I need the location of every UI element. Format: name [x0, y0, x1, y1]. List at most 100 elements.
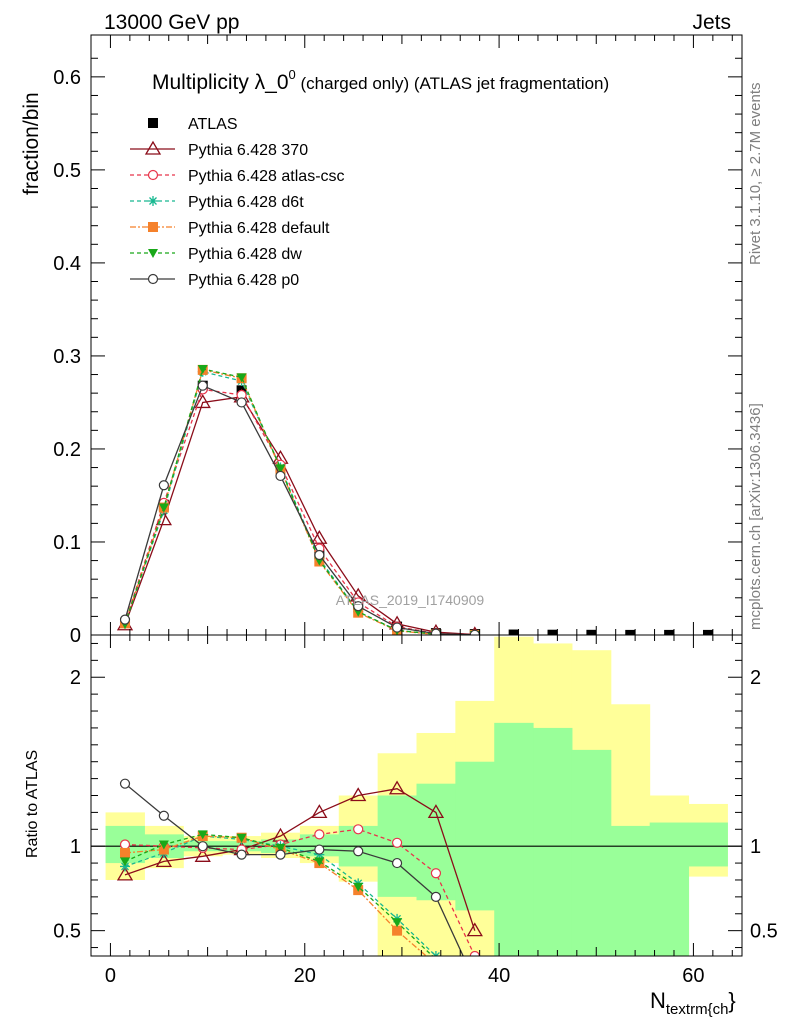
ratio-axes: 0 20 40 60 0.5 0.5 1 1 2 2 — [53, 635, 778, 987]
data-point — [625, 629, 636, 635]
uncertainty-band-inner — [416, 783, 456, 901]
legend-label: Pythia 6.428 370 — [188, 142, 308, 159]
legend-entry-pythia-6-428-dw: Pythia 6.428 dw — [130, 246, 302, 263]
legend-marker — [144, 140, 162, 155]
uncertainty-band-inner — [571, 749, 612, 956]
ratio-line — [124, 788, 476, 931]
ratio-series-pythia-6-428-p0 — [119, 778, 464, 956]
data-point — [236, 397, 247, 408]
ratio-line — [124, 828, 476, 956]
ratio-point — [120, 861, 131, 872]
data-point — [197, 380, 208, 391]
ratio-point — [194, 848, 211, 862]
data-point — [586, 629, 597, 635]
main-y-axis-label: fraction/bin — [20, 92, 43, 195]
legend-marker — [148, 222, 158, 232]
legend-entry-atlas: ATLAS — [148, 116, 238, 133]
main-axes: 0 0.1 0.2 0.3 0.4 0.5 0.6 — [53, 35, 742, 647]
main-panel: 00.10.20.30.40.50.6 ATLAS_2019_I1740909 … — [20, 34, 743, 647]
y-tick-label: 0.1 — [53, 532, 81, 554]
data-point — [430, 628, 442, 635]
data-point — [119, 614, 131, 625]
x-tick-label: 60 — [682, 965, 704, 987]
main-data-marks — [116, 364, 713, 635]
ratio-point — [275, 849, 286, 860]
legend-label: Pythia 6.428 d6t — [188, 194, 304, 211]
data-point — [275, 470, 286, 482]
ratio-point — [120, 847, 131, 858]
ratio-point — [314, 857, 325, 867]
ratio-point — [158, 810, 169, 821]
legend-label: Pythia 6.428 default — [188, 220, 330, 237]
ratio-line — [124, 833, 434, 956]
ratio-point — [119, 839, 131, 850]
y-tick-label: 0 — [70, 625, 81, 647]
data-point — [391, 622, 403, 633]
ratio-point — [391, 837, 403, 848]
legend-marker — [148, 249, 158, 258]
ratio-point — [392, 925, 403, 936]
data-point — [158, 480, 169, 491]
series-line — [124, 369, 475, 635]
ratio-line — [124, 783, 464, 956]
ratio-point — [275, 843, 286, 853]
ratio-point — [197, 841, 208, 852]
ratio-point — [314, 829, 325, 840]
ratio-point — [392, 918, 403, 928]
y-tick-label: 0.3 — [53, 346, 81, 368]
ratio-y-tick-label-right: 1 — [750, 836, 761, 858]
legend-entry-pythia-6-428-atlas-csc: Pythia 6.428 atlas-csc — [130, 168, 345, 185]
data-point — [158, 503, 169, 513]
x-tick-label: 20 — [294, 965, 316, 987]
ratio-point — [391, 857, 403, 869]
ratio-point — [469, 950, 480, 956]
ratio-uncertainty-bands — [105, 636, 728, 956]
x-tick-label: 0 — [105, 965, 116, 987]
ratio-point — [120, 857, 131, 867]
ratio-point — [311, 804, 328, 819]
uncertainty-band-inner — [533, 727, 573, 956]
data-point — [197, 364, 208, 374]
ratio-point — [116, 866, 134, 881]
data-point — [547, 629, 558, 635]
legend-label: Pythia 6.428 atlas-csc — [188, 168, 345, 185]
ratio-panel: 0 20 40 60 0.5 0.5 1 1 2 2 Ratio to ATLAS Ntextrm… — [24, 634, 778, 1018]
legend: ATLAS Pythia 6.428 370 Pythia 6.428 atlas-… — [130, 116, 345, 289]
header-process-label: Jets — [692, 11, 731, 34]
header-energy-label: 13000 GeV pp — [104, 11, 239, 34]
mcplots-reference-label: mcplots.cern.ch [arXiv:1306.3436] — [747, 403, 764, 630]
ratio-y-tick-label-right: 0.5 — [750, 921, 778, 943]
series-line — [124, 384, 475, 635]
ratio-series-pythia-6-428-dw — [120, 830, 434, 956]
ratio-point — [119, 778, 131, 789]
ratio-point — [236, 849, 247, 860]
legend-entry-pythia-6-428-default: Pythia 6.428 default — [130, 220, 330, 237]
ratio-point — [466, 922, 483, 937]
y-tick-label: 0.6 — [53, 67, 81, 89]
ratio-y-tick-label: 1 — [70, 836, 81, 858]
ratio-point — [314, 844, 325, 855]
ratio-point — [236, 833, 247, 843]
series-line — [124, 396, 475, 635]
data-point — [353, 601, 364, 612]
ratio-point — [430, 891, 442, 902]
ratio-y-axis-label: Ratio to ATLAS — [24, 750, 41, 858]
data-point — [236, 373, 247, 383]
legend-marker — [147, 273, 159, 285]
uncertainty-band-inner — [649, 822, 690, 956]
ratio-data-marks — [91, 778, 742, 956]
ratio-point — [353, 882, 364, 892]
ratio-point — [350, 787, 367, 802]
uncertainty-band-inner — [610, 825, 651, 956]
data-point — [664, 629, 675, 635]
uncertainty-band-inner — [455, 761, 495, 911]
ratio-point — [197, 830, 208, 840]
legend-label: Pythia 6.428 p0 — [188, 272, 299, 289]
legend-entry-pythia-6-428-d6t: Pythia 6.428 d6t — [130, 194, 304, 211]
legend-label: ATLAS — [188, 116, 238, 133]
ratio-point — [353, 824, 364, 835]
data-point — [508, 629, 519, 635]
ratio-y-tick-label-right: 2 — [750, 667, 761, 689]
ratio-y-tick-label: 2 — [70, 667, 81, 689]
analysis-watermark: ATLAS_2019_I1740909 — [336, 592, 485, 608]
